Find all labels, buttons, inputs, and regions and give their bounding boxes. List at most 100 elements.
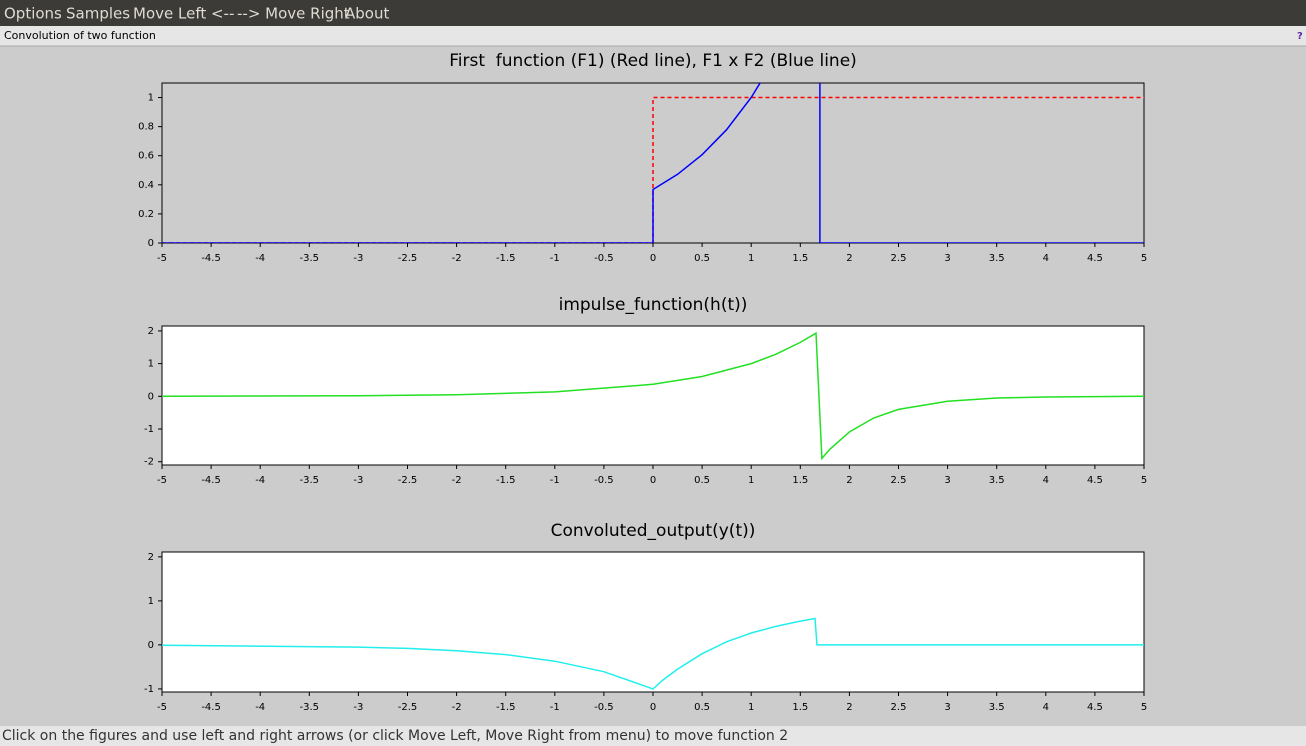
menu-bar — [0, 0, 1306, 26]
x-tick-label: -5 — [157, 253, 167, 264]
chart-title: Convoluted_output(y(t)) — [551, 521, 756, 541]
x-tick-label: 4 — [1043, 253, 1049, 264]
y-tick-label: -1 — [144, 684, 154, 695]
x-tick-label: 4.5 — [1087, 702, 1103, 713]
x-tick-label: -2 — [452, 702, 462, 713]
menu-item[interactable]: Move Left <-- — [133, 5, 234, 23]
menu-item[interactable]: Samples — [66, 5, 130, 23]
x-tick-label: 5 — [1141, 475, 1147, 486]
x-tick-label: -1.5 — [496, 253, 516, 264]
x-tick-label: 4.5 — [1087, 253, 1103, 264]
window-title: Convolution of two function — [4, 29, 156, 42]
y-tick-label: 1 — [148, 596, 154, 607]
x-tick-label: -1 — [550, 702, 560, 713]
window-title-bar — [0, 26, 1306, 46]
x-tick-label: -3 — [353, 702, 363, 713]
menu-item[interactable]: --> Move Right — [237, 5, 350, 23]
y-tick-label: 0 — [148, 391, 154, 402]
x-tick-label: -2 — [452, 253, 462, 264]
menu-item[interactable]: Options — [4, 5, 62, 23]
x-tick-label: -2.5 — [398, 475, 418, 486]
x-tick-label: 2 — [846, 475, 852, 486]
x-tick-label: -0.5 — [594, 702, 614, 713]
x-tick-label: 0 — [650, 475, 656, 486]
x-tick-label: 3 — [944, 702, 950, 713]
x-tick-label: -1.5 — [496, 702, 516, 713]
y-tick-label: -2 — [144, 457, 154, 468]
x-tick-label: -4 — [255, 253, 265, 264]
x-tick-label: -2.5 — [398, 702, 418, 713]
plot-area — [161, 551, 1145, 693]
x-tick-label: -0.5 — [594, 253, 614, 264]
x-tick-label: -4.5 — [201, 702, 221, 713]
x-tick-label: -3.5 — [300, 702, 320, 713]
x-tick-label: -4.5 — [201, 253, 221, 264]
y-tick-label: 0 — [148, 640, 154, 651]
x-tick-label: 5 — [1141, 253, 1147, 264]
y-tick-label: 0.6 — [138, 151, 154, 162]
x-tick-label: -2 — [452, 475, 462, 486]
y-tick-label: 1 — [148, 93, 154, 104]
x-tick-label: 2.5 — [891, 702, 907, 713]
x-tick-label: 1.5 — [792, 702, 808, 713]
x-tick-label: 1.5 — [792, 253, 808, 264]
y-tick-label: 0.2 — [138, 209, 154, 220]
x-tick-label: 3.5 — [989, 702, 1005, 713]
x-tick-label: -1 — [550, 253, 560, 264]
series-group — [162, 83, 1144, 243]
menu-item[interactable]: About — [345, 5, 389, 23]
x-tick-label: -5 — [157, 702, 167, 713]
series-group — [162, 617, 1144, 690]
x-tick-label: -5 — [157, 475, 167, 486]
x-tick-label: 2.5 — [891, 253, 907, 264]
x-tick-label: 4 — [1043, 475, 1049, 486]
x-tick-label: -0.5 — [594, 475, 614, 486]
help-button[interactable]: ? — [1297, 31, 1303, 42]
x-tick-label: 0 — [650, 253, 656, 264]
y-tick-label: 0 — [148, 238, 154, 249]
x-tick-label: 5 — [1141, 702, 1147, 713]
x-tick-label: 0.5 — [694, 702, 710, 713]
x-tick-label: -3.5 — [300, 475, 320, 486]
series-group — [162, 331, 1144, 461]
x-tick-label: 3.5 — [989, 475, 1005, 486]
y-tick-label: 0.4 — [138, 180, 154, 191]
x-tick-label: 0.5 — [694, 475, 710, 486]
data-line — [162, 83, 1144, 243]
x-tick-label: 3 — [944, 475, 950, 486]
y-tick-label: 1 — [148, 359, 154, 370]
status-text: Click on the figures and use left and ri… — [2, 728, 788, 744]
x-tick-label: 3.5 — [989, 253, 1005, 264]
x-tick-label: 2.5 — [891, 475, 907, 486]
x-tick-label: 2 — [846, 702, 852, 713]
x-tick-label: 0.5 — [694, 253, 710, 264]
x-tick-label: 1 — [748, 253, 754, 264]
data-line — [162, 96, 1144, 243]
status-bar — [0, 726, 1306, 746]
x-tick-label: -1.5 — [496, 475, 516, 486]
x-tick-label: 3 — [944, 253, 950, 264]
chart-title: impulse_function(h(t)) — [559, 295, 748, 315]
x-tick-label: -3 — [353, 475, 363, 486]
x-tick-label: -2.5 — [398, 253, 418, 264]
x-tick-label: 1.5 — [792, 475, 808, 486]
x-tick-label: -3 — [353, 253, 363, 264]
x-tick-label: -4 — [255, 475, 265, 486]
y-tick-label: 2 — [148, 552, 154, 563]
x-tick-label: -4 — [255, 702, 265, 713]
data-line — [162, 617, 1144, 690]
data-line — [162, 331, 1144, 461]
x-tick-label: 1 — [748, 702, 754, 713]
chart-title: First function (F1) (Red line), F1 x F2 … — [449, 51, 857, 71]
y-tick-label: 2 — [148, 326, 154, 337]
x-tick-label: 4.5 — [1087, 475, 1103, 486]
x-tick-label: 0 — [650, 702, 656, 713]
x-tick-label: 1 — [748, 475, 754, 486]
x-tick-label: 4 — [1043, 702, 1049, 713]
x-tick-label: -1 — [550, 475, 560, 486]
x-tick-label: -3.5 — [300, 253, 320, 264]
y-tick-label: -1 — [144, 424, 154, 435]
y-tick-label: 0.8 — [138, 122, 154, 133]
x-tick-label: 2 — [846, 253, 852, 264]
